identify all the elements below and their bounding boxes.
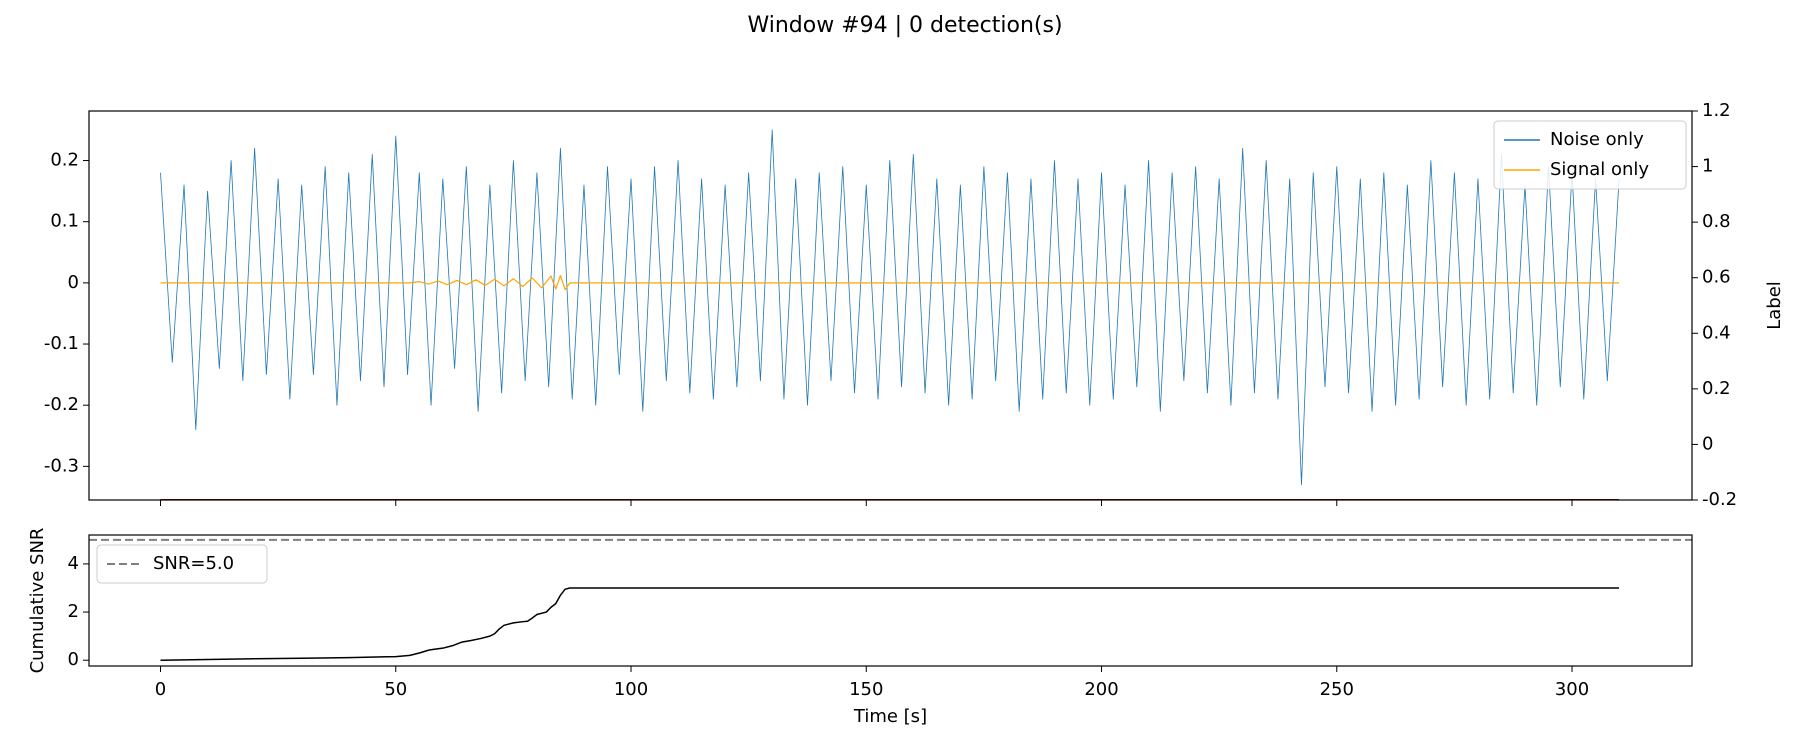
plot-area [160,129,1620,500]
legend-label: Noise only [1550,129,1644,150]
y-tick-label: 0 [68,649,79,670]
y2-tick-label: 0.8 [1702,211,1731,232]
legend-box [1493,120,1687,190]
y2-axis-label: Label [1764,281,1785,330]
x-tick-label: 150 [849,679,883,700]
legend: SNR=5.0 [96,544,268,584]
axes-frame [88,534,1693,667]
y-tick-label: -0.2 [44,394,79,415]
y2-tick-label: 1 [1702,156,1713,177]
y-tick-label: -0.1 [44,333,79,354]
y-axis-label: Cumulative SNR [27,528,48,674]
y-tick-label: 2 [68,601,79,622]
y2-tick-label: 0 [1702,433,1713,454]
y-tick-label: 0.1 [50,211,79,232]
y2-tick-label: 0.4 [1702,322,1731,343]
legend: Noise only Signal only [1493,120,1687,190]
y2-tick-label: 0.2 [1702,378,1731,399]
x-tick-label: 50 [384,679,407,700]
series-line [160,274,1620,291]
y2-tick-label: -0.2 [1702,489,1737,510]
x-tick-label: 0 [155,679,166,700]
y-tick-label: 0.2 [50,150,79,171]
legend-label: Signal only [1550,159,1649,180]
series-line [160,587,1620,661]
y-tick-label: -0.3 [44,455,79,476]
axes-frame [88,110,1693,501]
plot-area [89,538,1692,661]
legend-label: SNR=5.0 [153,553,234,574]
y2-tick-label: 0.6 [1702,267,1731,288]
x-tick-label: 250 [1320,679,1354,700]
y-tick-label: 4 [68,553,79,574]
x-tick-label: 100 [614,679,648,700]
series-line [160,129,1620,486]
legend-box [96,544,268,584]
figure-title: Window #94 | 0 detection(s) [747,13,1062,38]
x-tick-label: 300 [1555,679,1589,700]
y2-tick-label: 1.2 [1702,100,1731,121]
x-axis-label: Time [s] [853,706,927,727]
y-tick-label: 0 [68,272,79,293]
x-tick-label: 200 [1084,679,1118,700]
